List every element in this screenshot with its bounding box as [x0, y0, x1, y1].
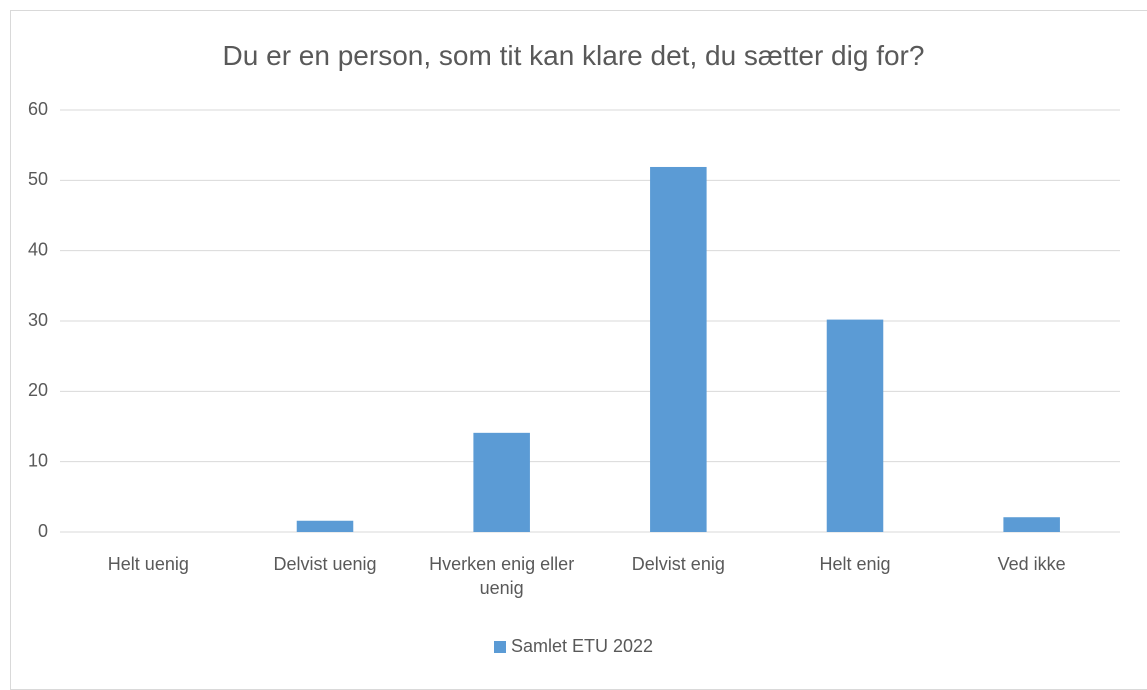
x-tick-label: Helt enig [819, 554, 891, 574]
x-tick-label: Delvist enig [631, 554, 725, 574]
bar [650, 166, 707, 532]
legend-label: Samlet ETU 2022 [510, 636, 654, 656]
x-tick-label: Helt uenig [107, 554, 189, 574]
y-tick-label: 40 [28, 239, 48, 259]
x-tick-label: Delvist uenig [273, 554, 377, 574]
chart: 0 10 20 30 40 50 60 [28, 99, 1120, 541]
legend-swatch [493, 640, 506, 653]
y-tick-label: 20 [28, 380, 48, 400]
y-tick-label: 60 [28, 99, 48, 119]
x-tick-label: Hverken enig eller uenig [429, 554, 575, 598]
x-tick-label: Ved ikke [997, 554, 1066, 574]
bar [473, 432, 530, 532]
y-tick-label: 50 [28, 169, 48, 189]
y-tick-label: 30 [28, 310, 48, 330]
bar [296, 520, 354, 532]
y-tick-label: 0 [38, 521, 48, 541]
bar [826, 319, 884, 532]
legend: Samlet ETU 2022 [0, 636, 1147, 657]
bar [1003, 517, 1060, 532]
chart-title: Du er en person, som tit kan klare det, … [222, 40, 925, 71]
page: Du er en person, som tit kan klare det, … [0, 10, 1147, 690]
y-tick-label: 10 [28, 450, 48, 470]
